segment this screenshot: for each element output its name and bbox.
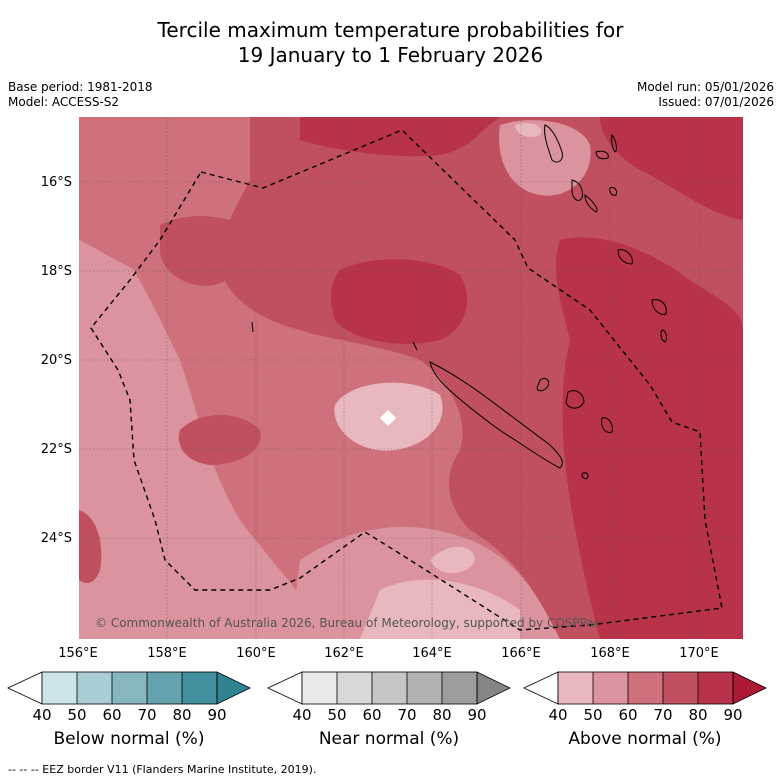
colorbar-tick: 50 [583,706,603,724]
new-caledonia-coastline [429,361,563,469]
colorbar-tick: 90 [467,706,487,724]
lon-label: 168°E [590,646,630,661]
near-normal-title: Near normal (%) [318,729,460,749]
lon-label: 166°E [501,646,541,661]
below-normal-title: Below normal (%) [53,729,205,749]
colorbar-tick: 40 [548,706,568,724]
colorbar-tick: 90 [723,706,743,724]
meta-right: Model run: 05/01/2026 Issued: 07/01/2026 [637,80,774,110]
title-line-2: 19 January to 1 February 2026 [237,43,544,67]
copyright-text: © Commonwealth of Australia 2026, Bureau… [95,616,600,630]
colorbar-tick: 50 [327,706,347,724]
model-name: Model: ACCESS-S2 [8,95,120,109]
colorbar-tick: 70 [397,706,417,724]
lon-label: 156°E [58,646,98,661]
eez-footnote: -- -- -- EEZ border V11 (Flanders Marine… [8,763,317,776]
colorbar-tick: 70 [653,706,673,724]
colorbar-tick: 50 [67,706,87,724]
issued-date: Issued: 07/01/2026 [658,95,774,109]
lat-label: 16°S [40,175,72,190]
title-line-1: Tercile maximum temperature probabilitie… [157,18,624,42]
colorbar-tick: 40 [32,706,52,724]
colorbar-tick: 60 [618,706,638,724]
lon-label: 164°E [412,646,452,661]
location-marker [380,410,396,426]
vanuatu-coastline [544,124,563,163]
colorbar-tick: 60 [362,706,382,724]
colorbar-near [267,671,511,705]
lat-label: 18°S [40,264,72,279]
lon-label: 162°E [324,646,364,661]
base-period: Base period: 1981-2018 [8,80,153,94]
model-run: Model run: 05/01/2026 [636,80,774,94]
lat-label: 22°S [40,442,72,457]
meta-left: Base period: 1981-2018 Model: ACCESS-S2 [8,80,153,110]
colorbar-tick: 90 [207,706,227,724]
probability-field [79,117,743,639]
lon-label: 170°E [679,646,719,661]
colorbar-above [523,671,767,705]
map-title: Tercile maximum temperature probabilitie… [0,18,781,68]
lat-label: 24°S [40,531,72,546]
colorbar-tick: 80 [688,706,708,724]
lat-label: 20°S [40,353,72,368]
colorbar-tick: 80 [172,706,192,724]
colorbar-below [7,671,251,705]
colorbar-tick: 60 [102,706,122,724]
above-normal-title: Above normal (%) [568,729,722,749]
colorbar-tick: 70 [137,706,157,724]
colorbar-tick: 80 [432,706,452,724]
lon-label: 158°E [147,646,187,661]
lon-label: 160°E [236,646,276,661]
colorbar-tick: 40 [292,706,312,724]
